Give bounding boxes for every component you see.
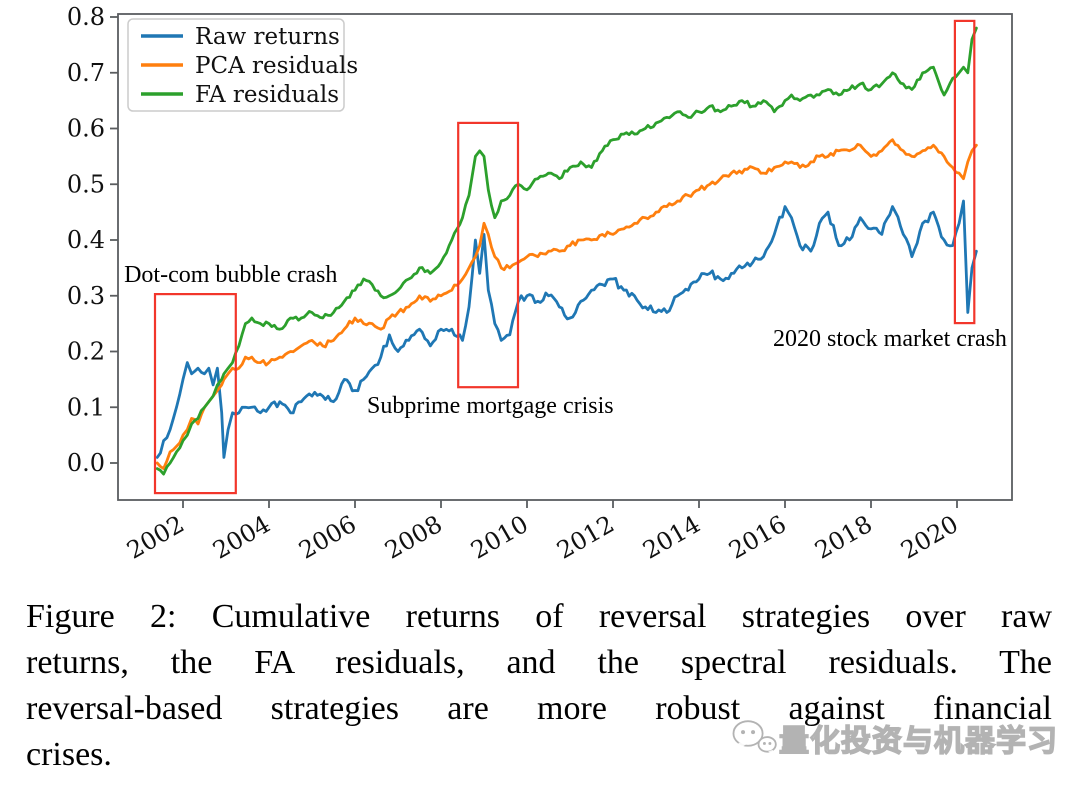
x-tick-label: 2020 bbox=[896, 510, 963, 565]
x-tick-label: 2016 bbox=[724, 510, 791, 565]
figure-caption: Figure 2: Cumulative returns of reversal… bbox=[26, 594, 1052, 778]
y-tick-label: 0.2 bbox=[67, 338, 105, 366]
x-tick-label: 2002 bbox=[122, 510, 189, 565]
series-fa-residuals bbox=[155, 26, 978, 476]
caption-line-2: returns, the FA residuals, and the spect… bbox=[26, 644, 1052, 681]
legend-label-pca-residuals: PCA residuals bbox=[195, 53, 358, 79]
y-tick-label: 0.0 bbox=[67, 449, 105, 477]
series-group bbox=[155, 26, 978, 476]
x-axis: 2002 2004 2006 2008 2010 2012 2014 2016 2018 2020 bbox=[122, 500, 963, 565]
plot-border bbox=[117, 13, 1013, 501]
legend-box bbox=[127, 18, 345, 112]
x-tick-label: 2008 bbox=[380, 510, 447, 565]
caption-line-1: Figure 2: Cumulative returns of reversal… bbox=[26, 598, 1052, 635]
figure-2-chart-area: 0.0 0.1 0.2 0.3 0.4 0.5 0.6 0.7 0.8 2002 2004 2006 2… bbox=[67, 3, 1013, 565]
series-raw-returns bbox=[155, 199, 978, 459]
crisis-rect-subprime-box bbox=[457, 121, 520, 389]
annotation-subprime: Subprime mortgage crisis bbox=[367, 393, 614, 419]
x-tick-label: 2006 bbox=[294, 510, 361, 565]
legend-label-fa-residuals: FA residuals bbox=[195, 82, 339, 108]
y-tick-label: 0.5 bbox=[67, 170, 105, 198]
crisis-rect-dotcom-box bbox=[153, 293, 237, 495]
x-tick-label: 2018 bbox=[810, 510, 877, 565]
legend-label-raw-returns: Raw returns bbox=[195, 24, 340, 50]
y-tick-label: 0.4 bbox=[67, 226, 105, 254]
y-tick-label: 0.8 bbox=[67, 3, 105, 31]
y-tick-label: 0.7 bbox=[67, 59, 105, 87]
series-pca-residuals bbox=[155, 138, 978, 470]
y-tick-label: 0.3 bbox=[67, 282, 105, 310]
annotation-dotcom: Dot-com bubble crash bbox=[124, 262, 337, 288]
x-tick-label: 2010 bbox=[466, 510, 533, 565]
crisis-rect-covid-box bbox=[953, 19, 976, 325]
caption-line-4: crises. bbox=[26, 736, 112, 773]
x-tick-label: 2012 bbox=[552, 510, 619, 565]
crisis-boxes bbox=[153, 19, 976, 495]
caption-line-3: reversal-based strategies are more robus… bbox=[26, 690, 1052, 727]
x-tick-label: 2014 bbox=[638, 510, 705, 565]
x-tick-label: 2004 bbox=[208, 510, 275, 565]
legend: Raw returns PCA residuals FA residuals bbox=[127, 18, 358, 112]
y-tick-label: 0.1 bbox=[67, 393, 105, 421]
y-tick-label: 0.6 bbox=[67, 115, 105, 143]
annotations: Dot-com bubble crash Subprime mortgage cr… bbox=[124, 262, 1007, 419]
y-axis: 0.0 0.1 0.2 0.3 0.4 0.5 0.6 0.7 0.8 bbox=[67, 3, 118, 477]
annotation-covid: 2020 stock market crash bbox=[773, 326, 1007, 352]
